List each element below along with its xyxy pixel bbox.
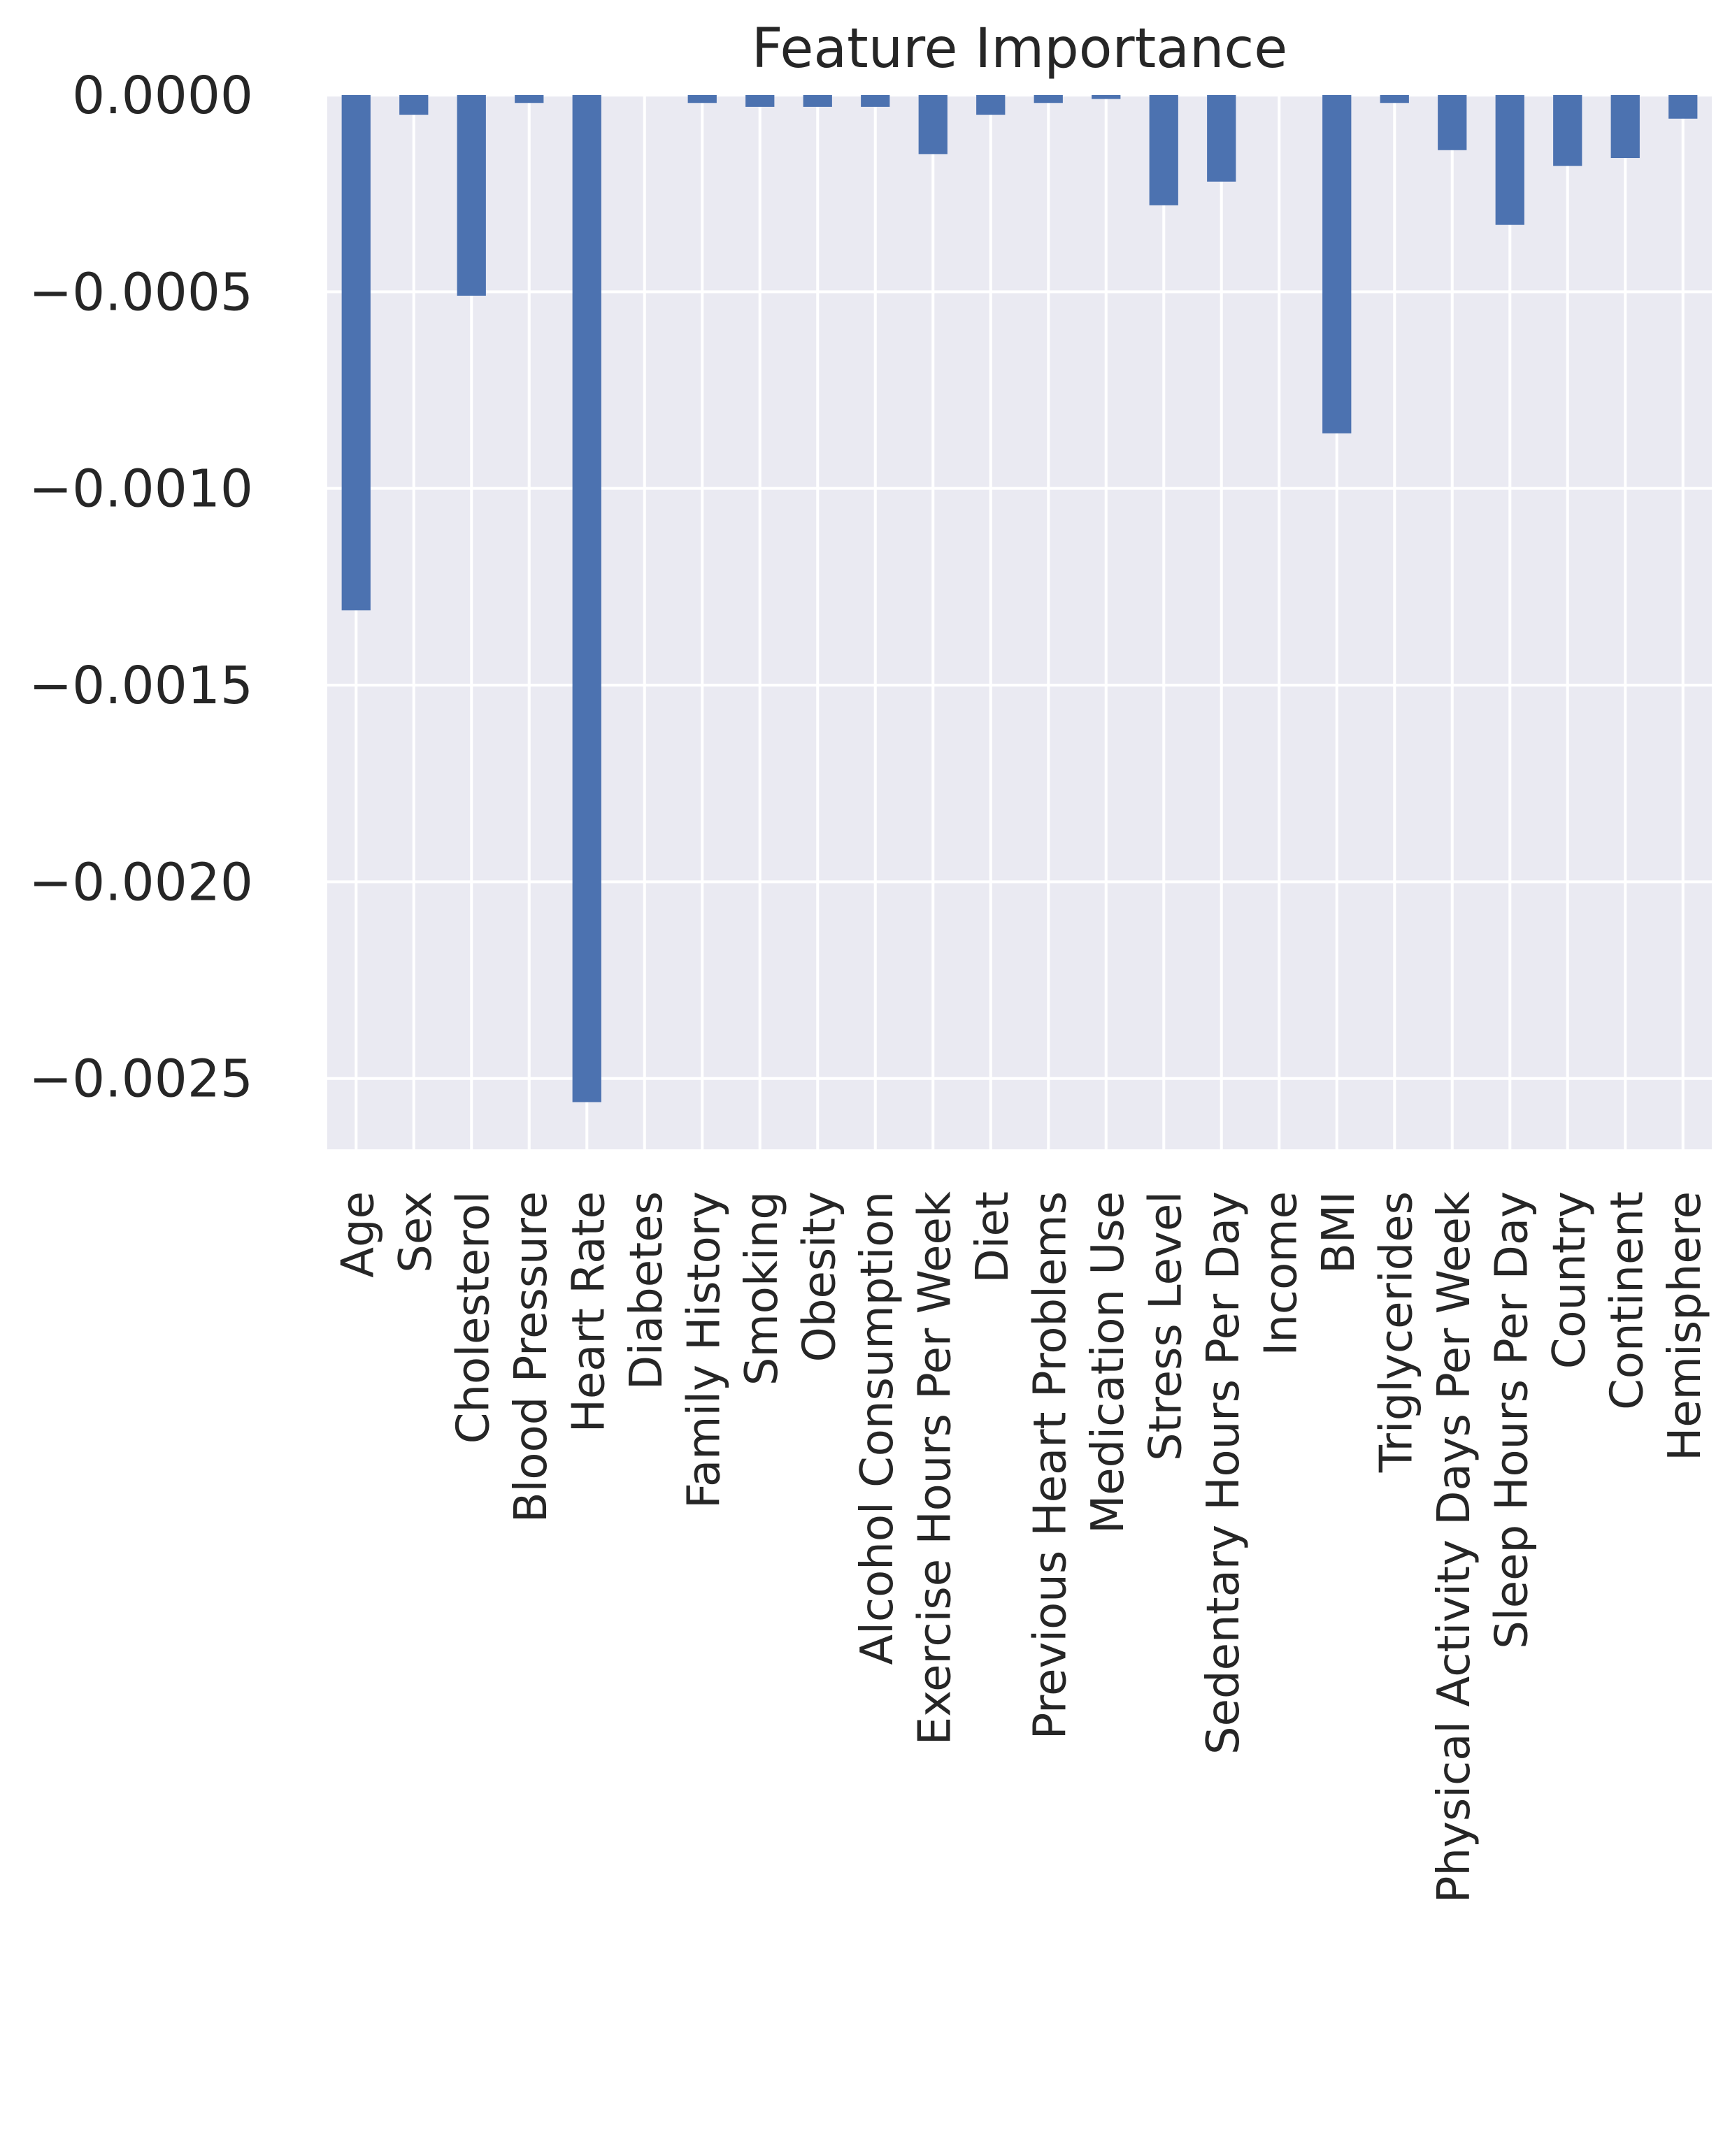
x-tick-label: Country: [1544, 1191, 1596, 1369]
bars: [341, 95, 1698, 1102]
chart-title: Feature Importance: [752, 17, 1288, 80]
x-tick-label: Sleep Hours Per Day: [1486, 1191, 1538, 1649]
x-tick-label: Blood Pressure: [506, 1191, 557, 1523]
bar-alcohol-consumption: [861, 95, 890, 107]
y-tick-label: −0.0005: [29, 262, 253, 322]
x-tick-label: Income: [1255, 1191, 1307, 1356]
x-tick-label: Hemisphere: [1659, 1191, 1711, 1461]
bar-country: [1553, 95, 1582, 166]
x-tick-label: BMI: [1313, 1191, 1365, 1274]
x-tick-label: Heart Rate: [563, 1191, 615, 1432]
x-tick-label: Previous Heart Problems: [1024, 1191, 1076, 1739]
x-tick-label: Diabetes: [621, 1191, 673, 1390]
bar-exercise-hours-per-week: [918, 95, 948, 154]
y-tick-label: −0.0010: [29, 459, 253, 519]
y-tick-label: −0.0025: [29, 1049, 253, 1109]
x-tick-label: Obesity: [794, 1191, 845, 1362]
bar-previous-heart-problems: [1034, 95, 1063, 103]
y-tick-label: 0.0000: [72, 66, 253, 126]
x-tick-label: Age: [332, 1191, 384, 1278]
bar-sleep-hours-per-day: [1495, 95, 1524, 225]
x-tick-label: Continent: [1601, 1191, 1653, 1410]
bar-medication-use: [1092, 95, 1121, 99]
y-tick-labels: 0.0000 −0.0005 −0.0010 −0.0015 −0.0020 −0.002…: [29, 66, 253, 1109]
x-tick-label: Sex: [390, 1191, 442, 1273]
bar-obesity: [803, 95, 832, 107]
x-tick-label: Smoking: [736, 1191, 788, 1386]
bar-physical-activity-days-per-week: [1438, 95, 1467, 150]
bar-blood-pressure: [515, 95, 544, 103]
x-tick-label: Cholesterol: [448, 1191, 499, 1444]
grid-lines: [327, 94, 1712, 1149]
x-tick-label: Diet: [967, 1191, 1019, 1284]
bar-smoking: [745, 95, 775, 107]
x-tick-label: Triglycerides: [1371, 1191, 1422, 1473]
x-tick-label: Stress Level: [1140, 1191, 1192, 1461]
plot-background: [327, 95, 1712, 1149]
bar-hemisphere: [1668, 95, 1698, 119]
y-tick-label: −0.0015: [29, 656, 253, 716]
bar-stress-level: [1149, 95, 1178, 206]
bar-diet: [976, 95, 1006, 115]
bar-cholesterol: [457, 95, 486, 296]
x-tick-label: Family History: [678, 1191, 730, 1509]
bar-family-history: [687, 95, 717, 103]
bar-triglycerides: [1380, 95, 1409, 103]
bar-age: [341, 95, 371, 611]
bar-heart-rate: [572, 95, 601, 1102]
x-tick-labels: Age Sex Cholesterol Blood Pressure Heart Rat…: [332, 1191, 1711, 1903]
x-tick-label: Physical Activity Days Per Week: [1429, 1191, 1480, 1903]
bar-continent: [1610, 95, 1640, 159]
x-tick-label: Sedentary Hours Per Day: [1198, 1191, 1250, 1755]
x-tick-label: Exercise Hours Per Week: [909, 1191, 961, 1745]
bar-sedentary-hours-per-day: [1207, 95, 1236, 182]
x-tick-label: Medication Use: [1082, 1191, 1134, 1534]
bar-sex: [399, 95, 429, 115]
y-tick-label: −0.0020: [29, 852, 253, 912]
x-tick-label: Alcohol Consumption: [852, 1191, 903, 1665]
bar-bmi: [1322, 95, 1352, 433]
